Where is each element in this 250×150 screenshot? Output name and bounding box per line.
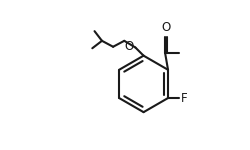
Text: O: O (161, 21, 170, 34)
Text: O: O (124, 39, 134, 52)
Text: F: F (181, 92, 188, 105)
